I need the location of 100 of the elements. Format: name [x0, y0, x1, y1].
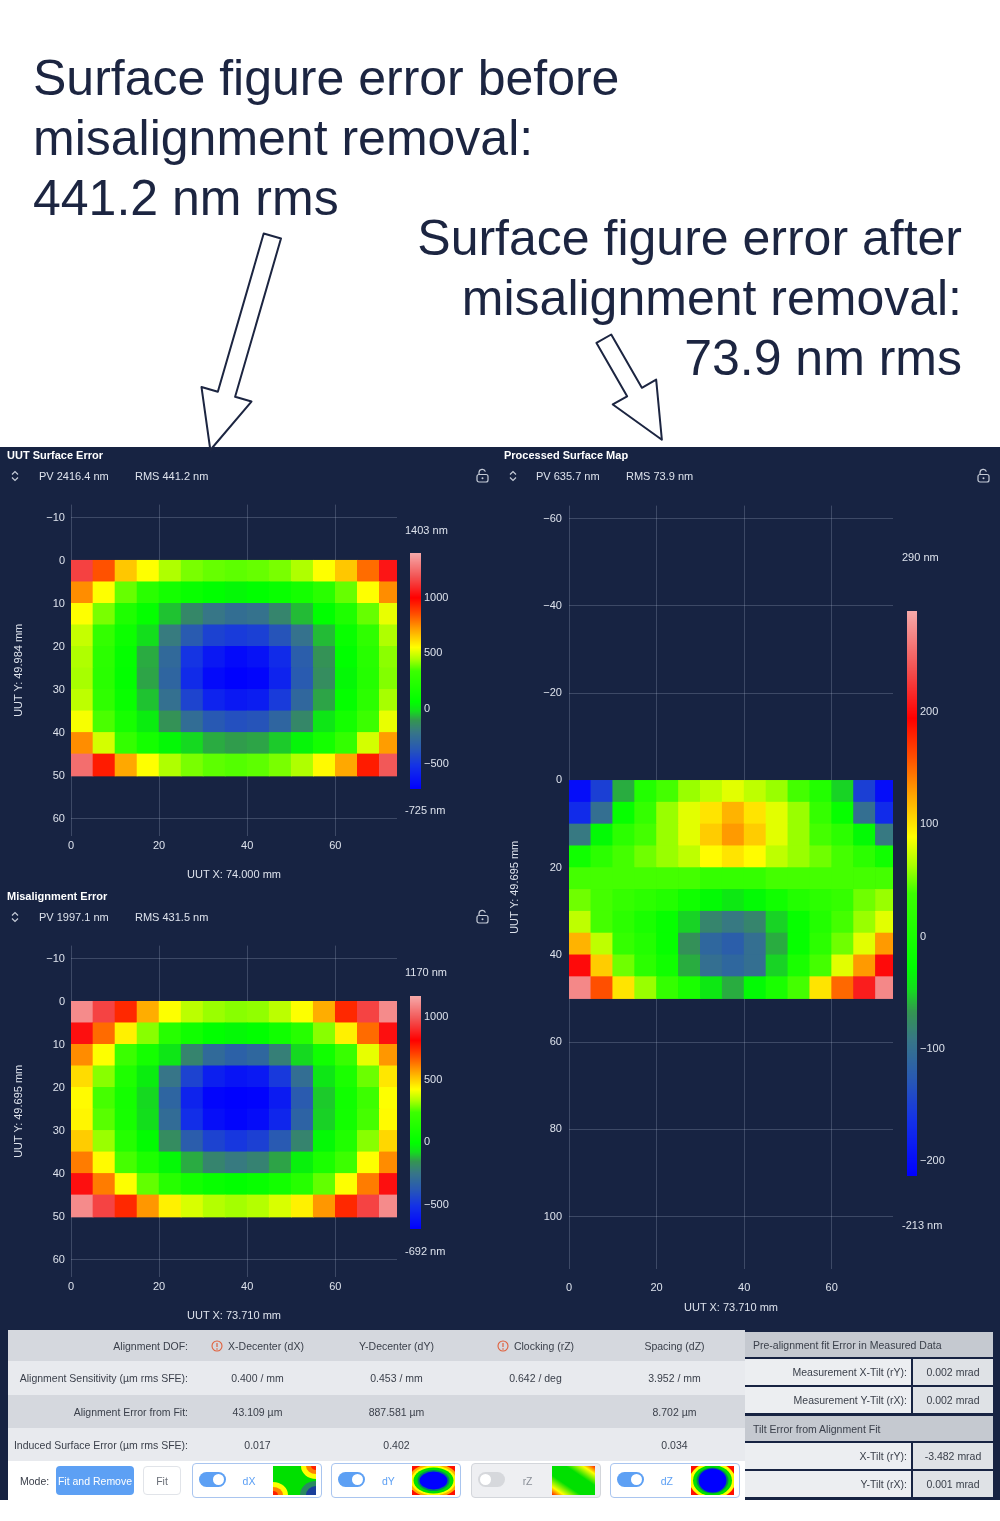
y-tick-label: 60 — [52, 1252, 65, 1265]
category-label: X-Decenter (dX) — [228, 1339, 304, 1352]
text: 0.001 mrad — [926, 1478, 980, 1490]
text: Fit — [156, 1474, 168, 1487]
x-tick-label: 40 — [241, 838, 254, 851]
category-label: Alignment Sensitivity (µm rms SFE): — [19, 1372, 188, 1384]
chart-title: Processed Surface Map — [504, 449, 629, 461]
text: 0.017 — [244, 1438, 271, 1451]
x-tick-label: 60 — [329, 1279, 342, 1292]
y-tick-label: −20 — [543, 686, 562, 699]
category-label: Y-Decenter (dY) — [359, 1339, 434, 1352]
text: 3.952 / mm — [648, 1372, 701, 1384]
category-label: Spacing (dZ) — [644, 1339, 705, 1352]
text: Tilt Error from Alignment Fit — [753, 1422, 881, 1435]
category-label: Measurement Y-Tilt (rX): — [793, 1394, 907, 1406]
category-label: X-Tilt (rY): — [859, 1450, 907, 1462]
y-tick-label: 0 — [555, 773, 562, 786]
text: 0.400 / mm — [231, 1372, 284, 1384]
chart-subtitle: PV 635.7 nm — [536, 470, 600, 482]
text: dZ — [660, 1474, 674, 1487]
category-label: Y-Tilt (rX): — [860, 1478, 907, 1490]
color-bar-label: −500 — [424, 757, 449, 770]
y-tick-label: 30 — [52, 682, 65, 695]
text: -692 nm — [405, 1245, 446, 1258]
text: RMS 431.5 nm — [135, 911, 209, 923]
text: -213 nm — [902, 1219, 943, 1232]
color-bar-label: 1000 — [424, 590, 449, 603]
text: Alignment DOF: — [113, 1339, 188, 1352]
chart-title: Misalignment Error — [7, 890, 108, 902]
text: 0.002 mrad — [926, 1394, 980, 1406]
y-tick-label: 80 — [549, 1122, 562, 1135]
color-bar-label: 0 — [424, 1135, 431, 1148]
y-tick-label: 20 — [549, 860, 562, 873]
text: Pre-alignment fit Error in Measured Data — [753, 1338, 942, 1351]
y-tick-label: 30 — [52, 1123, 65, 1136]
color-bar-label: 0 — [920, 929, 927, 942]
y-tick-label: 40 — [52, 725, 65, 738]
y-tick-label: 50 — [52, 768, 65, 781]
text: 887.581 µm — [368, 1405, 425, 1418]
y-axis-title: UUT Y: 49.984 mm — [11, 623, 24, 717]
text: RMS 73.9 nm — [626, 470, 694, 482]
color-bar-label: 100 — [920, 817, 939, 830]
chart-title: UUT Surface Error — [7, 449, 103, 461]
x-tick-label: 0 — [565, 1280, 573, 1293]
text: dY — [381, 1474, 395, 1487]
text: 8.702 µm — [652, 1405, 697, 1418]
y-tick-label: −10 — [46, 510, 65, 523]
text: RMS 441.2 nm — [135, 470, 209, 482]
x-tick-label: 40 — [241, 1279, 254, 1292]
y-axis-title: UUT Y: 49.695 mm — [11, 1064, 24, 1158]
color-bar-label: 500 — [424, 646, 443, 659]
color-bar-label: 1000 — [424, 1010, 449, 1023]
text: dX — [242, 1474, 256, 1487]
x-tick-label: 60 — [329, 838, 342, 851]
chart-subtitle: PV 2416.4 nm — [39, 470, 109, 482]
text: Fit and Remove — [57, 1474, 133, 1487]
y-tick-label: 0 — [58, 994, 65, 1007]
color-bar-label: 500 — [424, 1072, 443, 1085]
category-label: Induced Surface Error (µm rms SFE): — [13, 1438, 188, 1451]
text: 0.002 mrad — [926, 1366, 980, 1378]
y-tick-label: 50 — [52, 1209, 65, 1222]
y-tick-label: −10 — [46, 951, 65, 964]
y-tick-label: 60 — [52, 811, 65, 824]
category-label: Alignment Error from Fit: — [73, 1405, 188, 1418]
y-tick-label: 20 — [52, 1080, 65, 1093]
text: 290 nm — [902, 551, 939, 564]
text: Mode: — [20, 1474, 50, 1487]
text: 43.109 µm — [232, 1405, 283, 1418]
x-axis-title: UUT X: 74.000 mm — [187, 868, 281, 881]
y-tick-label: 100 — [543, 1209, 562, 1222]
x-tick-label: 20 — [650, 1280, 663, 1293]
text: -725 nm — [405, 804, 446, 817]
y-tick-label: 60 — [549, 1035, 562, 1048]
category-label: Measurement X-Tilt (rY): — [792, 1366, 907, 1378]
color-bar-label: −500 — [424, 1198, 449, 1211]
x-tick-label: 0 — [67, 838, 75, 851]
text: rZ — [522, 1474, 533, 1487]
y-tick-label: 40 — [549, 947, 562, 960]
y-tick-label: 10 — [52, 596, 65, 609]
y-tick-label: 20 — [52, 639, 65, 652]
text: 0.034 — [661, 1438, 688, 1451]
category-label: Clocking (rZ) — [513, 1339, 575, 1352]
x-tick-label: 60 — [825, 1280, 838, 1293]
color-bar-label: −100 — [920, 1042, 945, 1055]
color-bar-label: 200 — [920, 705, 939, 718]
y-tick-label: 0 — [58, 553, 65, 566]
x-tick-label: 0 — [67, 1279, 75, 1292]
y-axis-title: UUT Y: 49.695 mm — [507, 840, 520, 934]
x-axis-title: UUT X: 73.710 mm — [684, 1301, 778, 1314]
text: -3.482 mrad — [924, 1450, 982, 1462]
chart-subtitle: PV 1997.1 nm — [39, 911, 109, 923]
y-tick-label: 40 — [52, 1166, 65, 1179]
text: 1170 nm — [405, 966, 447, 979]
y-tick-label: −60 — [543, 511, 562, 524]
y-tick-label: 10 — [52, 1037, 65, 1050]
x-tick-label: 20 — [152, 1279, 166, 1292]
x-tick-label: 40 — [738, 1280, 751, 1293]
color-bar-label: −200 — [920, 1154, 945, 1167]
x-tick-label: 20 — [152, 838, 166, 851]
y-tick-label: −40 — [543, 598, 562, 611]
